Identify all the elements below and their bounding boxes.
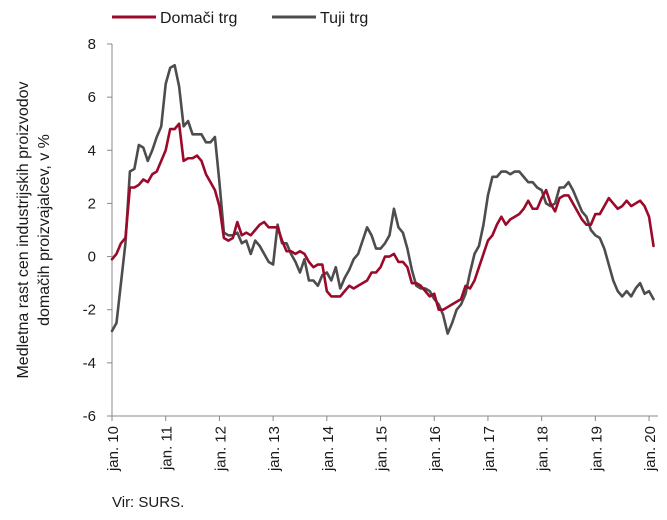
y-tick-label: 8 <box>88 36 96 53</box>
x-tick-label: jan. 17 <box>481 426 498 472</box>
y-axis-title: Medletna rast cen industrijskih proizvod… <box>15 81 53 378</box>
x-tick-label: jan. 12 <box>212 426 229 472</box>
x-tick-label: jan. 10 <box>105 426 122 472</box>
y-tick-label: -2 <box>83 302 96 319</box>
x-tick-label: jan. 15 <box>374 426 391 472</box>
y-tick-label: 2 <box>88 195 96 212</box>
series-line-domaci-trg <box>110 122 655 312</box>
source-note: Vir: SURS. <box>112 494 185 511</box>
y-tick-label: 4 <box>88 142 96 159</box>
x-tick-label: jan. 20 <box>642 426 659 472</box>
y-ticks: -6 -4 -2 0 2 4 6 8 <box>83 36 112 425</box>
x-tick-label: jan. 13 <box>266 426 283 472</box>
y-tick-label: -4 <box>83 355 96 372</box>
series-line-tuji-trg <box>110 63 655 335</box>
x-ticks: jan. 10 jan. 11 jan. 12 jan. 13 jan. 14 jan. … <box>105 416 659 472</box>
y-axis-title-line-2: domačih proizvajalcev, v % <box>36 134 53 326</box>
y-tick-label: -6 <box>83 408 96 425</box>
y-tick-label: 6 <box>88 89 96 106</box>
legend: Domači trg Tuji trg <box>112 10 368 27</box>
x-tick-label: jan. 14 <box>320 426 337 472</box>
y-axis-title-line-1: Medletna rast cen industrijskih proizvod… <box>15 81 32 378</box>
x-tick-label: jan. 11 <box>159 426 176 471</box>
x-tick-label: jan. 19 <box>588 426 605 472</box>
x-tick-label: jan. 18 <box>535 426 552 472</box>
y-tick-label: 0 <box>88 249 96 266</box>
legend-label-domaci: Domači trg <box>160 10 237 27</box>
legend-label-tuji: Tuji trg <box>320 10 368 27</box>
axes <box>111 44 658 417</box>
series-group <box>110 63 655 335</box>
x-tick-label: jan. 16 <box>427 426 444 472</box>
